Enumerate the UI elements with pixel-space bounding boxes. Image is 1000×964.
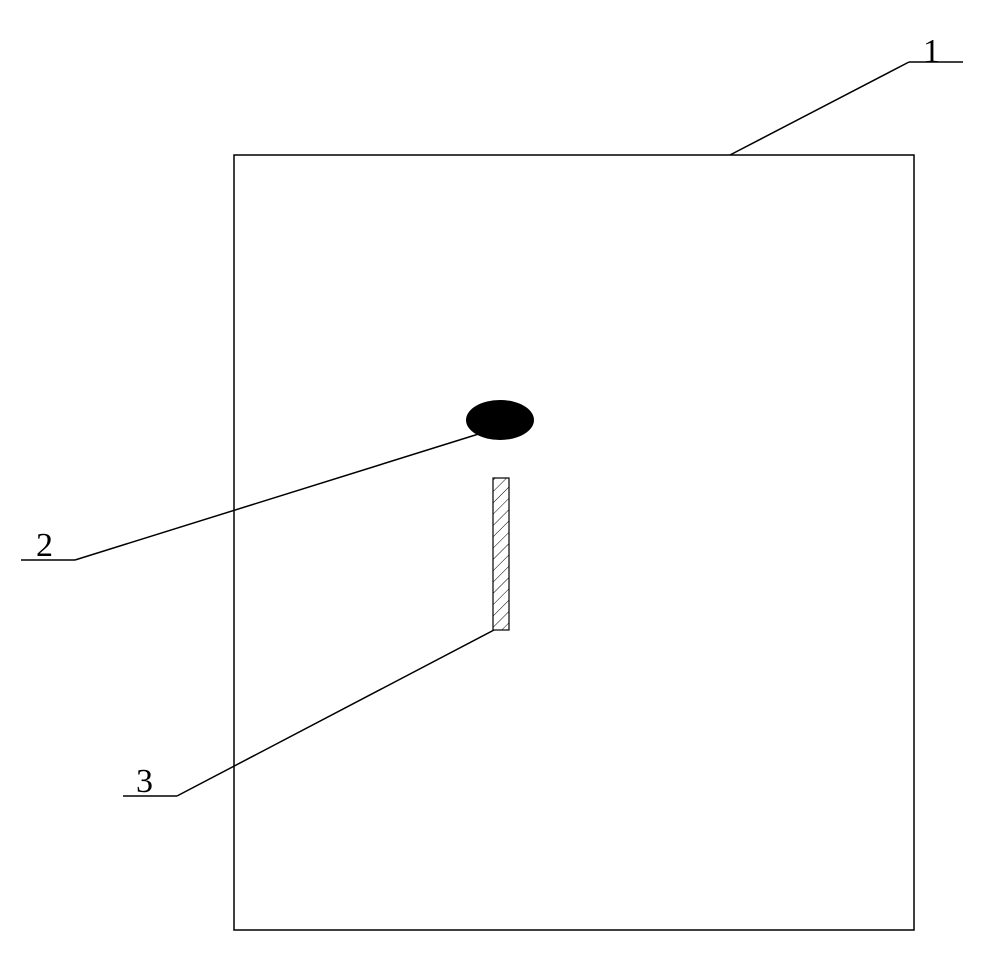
callout-label-1: 1: [923, 33, 940, 71]
leader-line-1: [730, 62, 963, 155]
callout-label-3: 3: [136, 763, 153, 801]
feature-slot: [493, 478, 509, 630]
callout-label-2: 2: [36, 527, 53, 565]
leader-line-2: [21, 432, 485, 560]
leader-line-3: [123, 630, 494, 796]
main-box: [234, 155, 914, 930]
diagram-canvas: [0, 0, 1000, 964]
